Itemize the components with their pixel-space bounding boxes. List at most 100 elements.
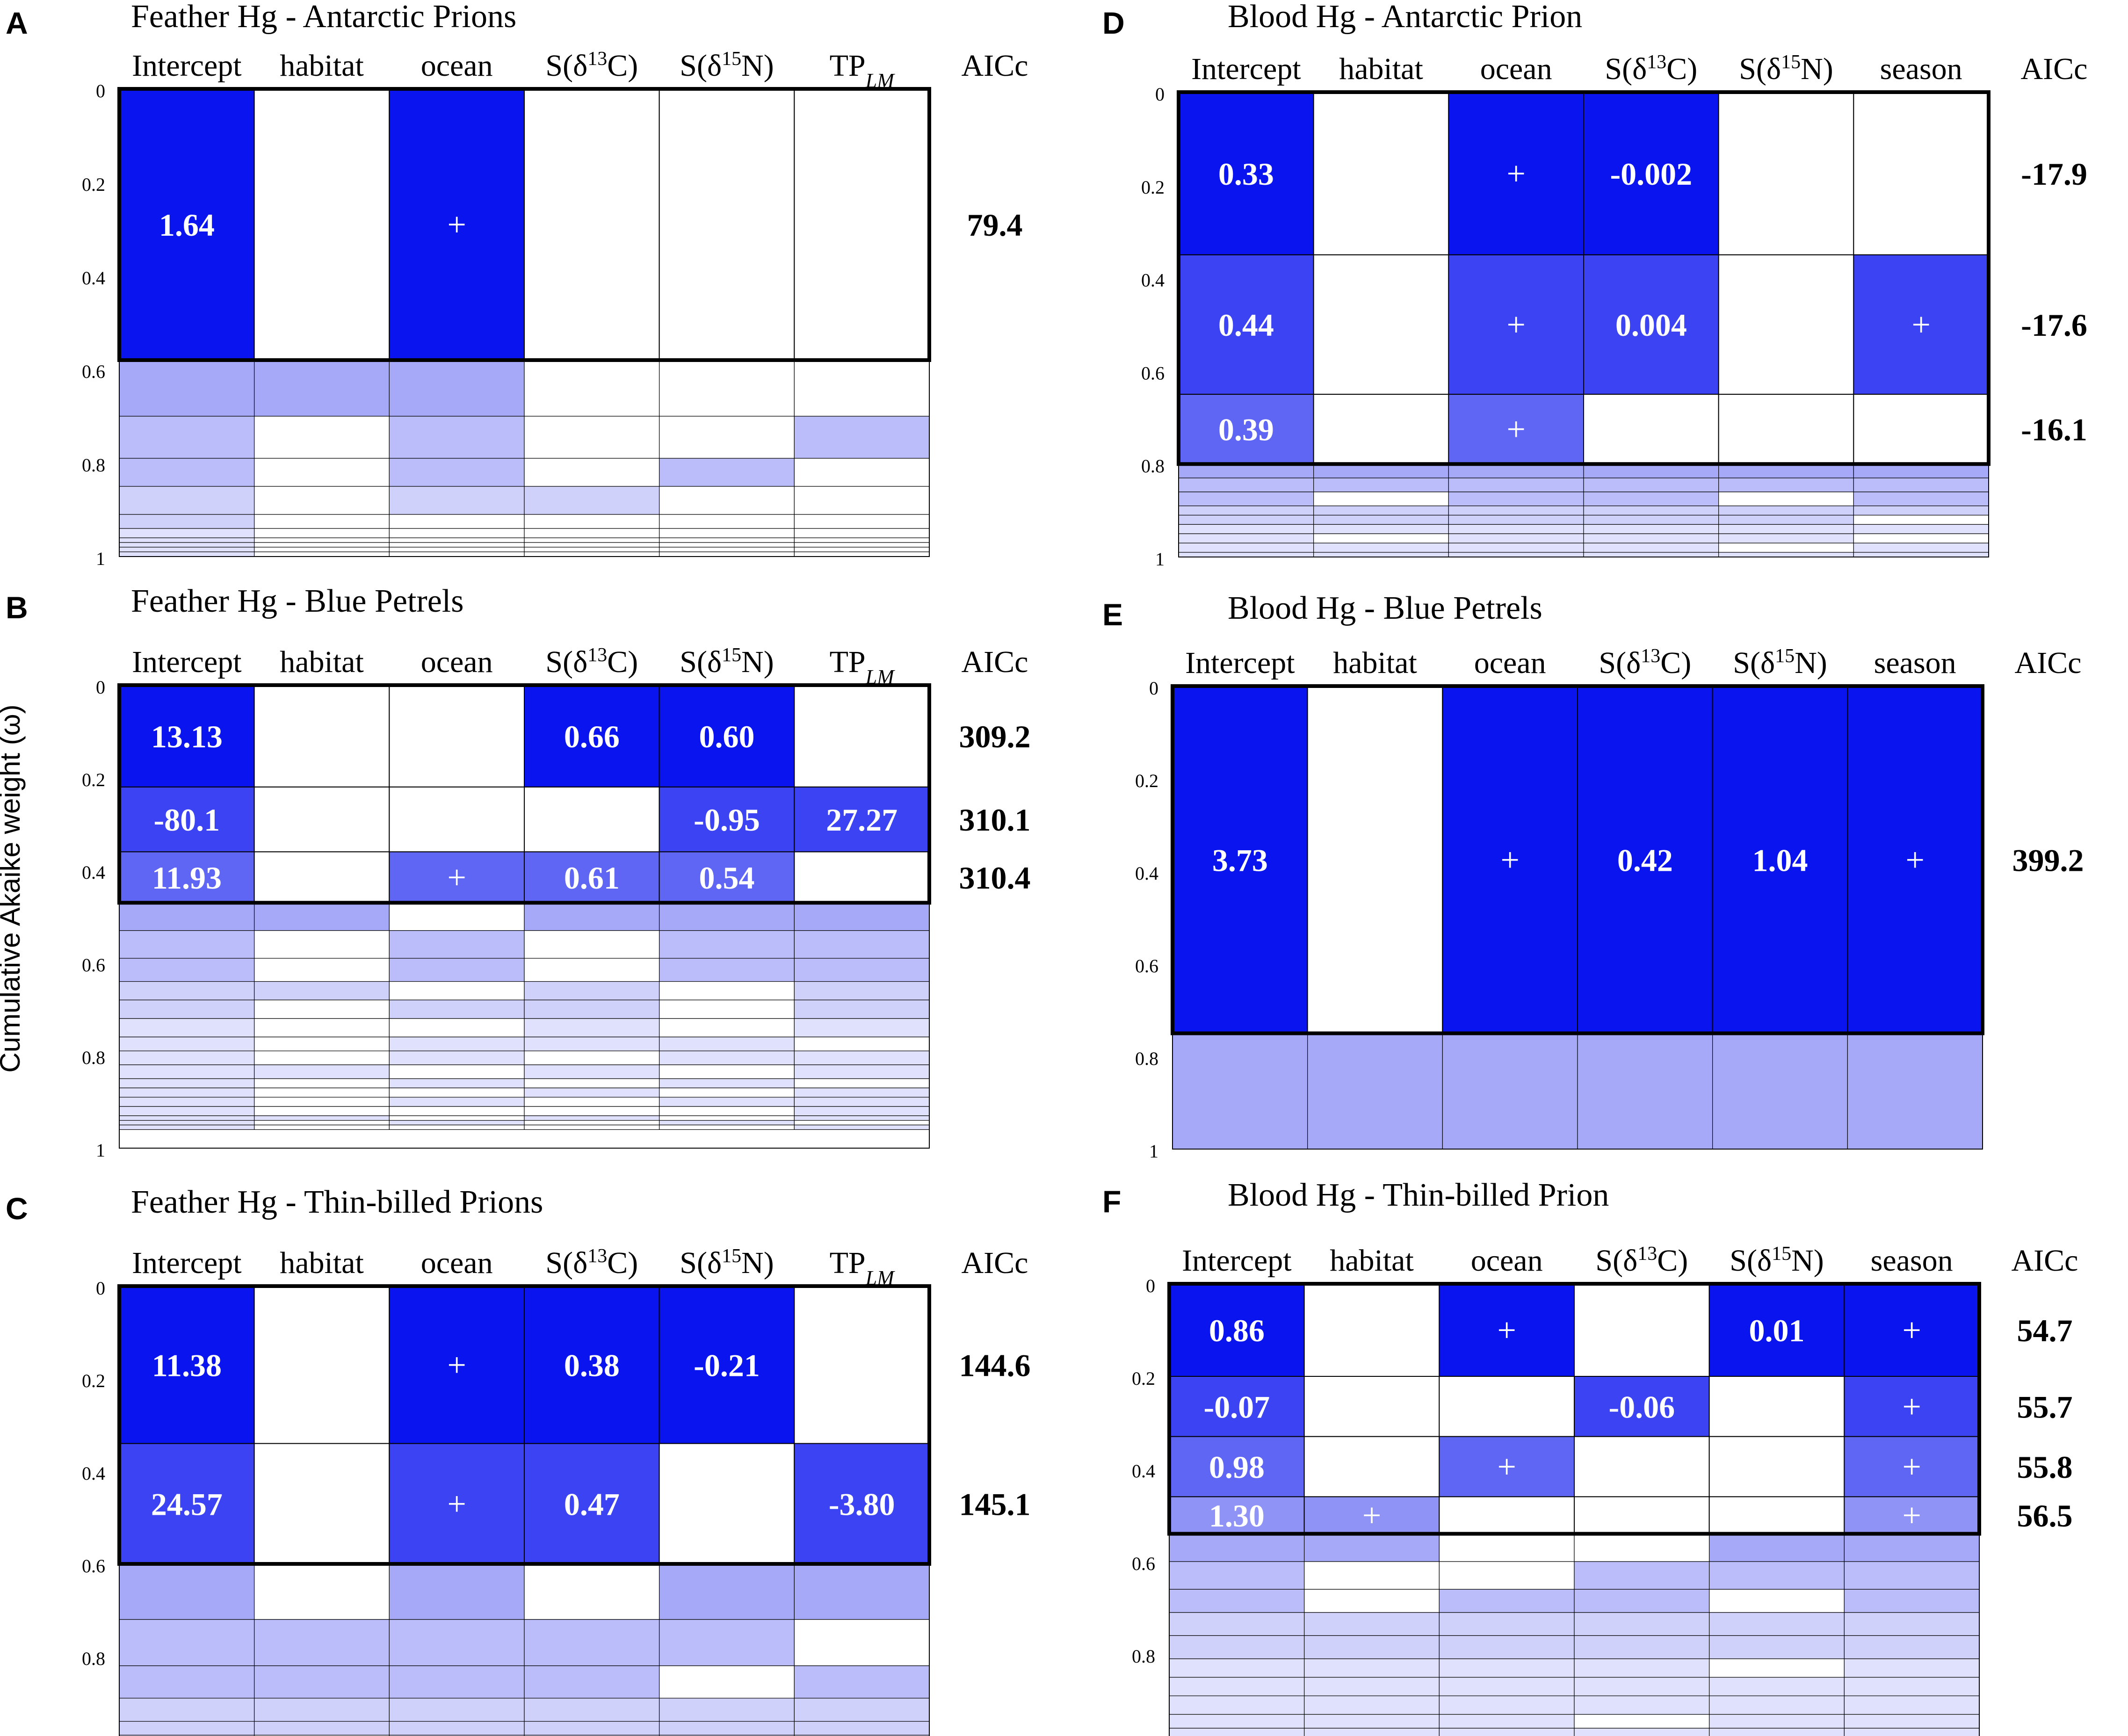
minor-model-cell (659, 1115, 795, 1121)
minor-model-cell (119, 1124, 255, 1130)
minor-model-cell (1313, 463, 1449, 478)
minor-model-cell (524, 1698, 660, 1722)
minor-model-cell (1448, 514, 1584, 525)
minor-model-cell (794, 1563, 930, 1620)
y-tick-label: 1 (96, 1140, 105, 1161)
minor-model-cell (1304, 1635, 1440, 1659)
minor-model-cell (794, 902, 930, 931)
minor-model-cell (254, 1064, 390, 1079)
factor-included-mark: + (1500, 841, 1520, 878)
panel-letter: C (6, 1191, 28, 1226)
panel-title: Blood Hg - Thin-billed Prion (1228, 1177, 1609, 1213)
minor-model-cell (1439, 1695, 1575, 1715)
panel-title: Blood Hg - Blue Petrels (1228, 590, 1542, 626)
minor-model-cell (1853, 524, 1989, 534)
model-empty-cell (794, 685, 930, 788)
minor-model-cell (254, 1665, 390, 1699)
minor-model-cell (119, 537, 255, 543)
confidence-set-frame (1177, 90, 1990, 466)
minor-model-cell (1583, 552, 1719, 557)
minor-model-cell (1574, 1533, 1710, 1562)
minor-model-cell (794, 1721, 930, 1736)
minor-model-cell (794, 1735, 930, 1736)
coefficient-label: -0.21 (694, 1347, 760, 1383)
minor-model-cell (254, 1106, 390, 1116)
y-tick-label: 0.6 (82, 955, 105, 976)
minor-model-cell (119, 542, 255, 548)
minor-model-cell (389, 528, 525, 538)
minor-model-cell (1574, 1728, 1710, 1736)
model-term-cell (389, 1443, 525, 1565)
minor-model-cell (119, 1665, 255, 1699)
minor-model-cell (1448, 492, 1584, 506)
model-empty-cell (1708, 1376, 1845, 1437)
model-empty-cell (253, 1443, 390, 1565)
coefficient-label: 1.64 (159, 207, 215, 243)
minor-model-cell (1718, 477, 1854, 492)
minor-model-cell (119, 1698, 255, 1722)
minor-model-cell (254, 458, 390, 487)
minor-model-cell (794, 930, 930, 959)
minor-model-cell (389, 360, 525, 417)
minor-model-cell (1169, 1728, 1305, 1736)
minor-model-cell (524, 1087, 660, 1098)
model-term-cell (1847, 686, 1983, 1034)
minor-model-cell (1853, 552, 1989, 557)
minor-model-cell (1439, 1635, 1575, 1659)
minor-model-cell (1709, 1677, 1845, 1696)
minor-model-cell (1169, 1561, 1305, 1590)
panel-letter: B (6, 590, 28, 625)
minor-model-cell (1304, 1658, 1440, 1678)
model-empty-cell (253, 786, 390, 853)
minor-model-cell (1853, 463, 1989, 478)
minor-model-cell (794, 1619, 930, 1666)
minor-model-cell (1574, 1714, 1710, 1729)
minor-model-cell (389, 458, 525, 487)
minor-model-cell (1448, 533, 1584, 543)
model-term-cell (1178, 394, 1314, 465)
y-tick-label: 0 (96, 677, 105, 698)
minor-model-cell (1847, 1033, 1983, 1150)
model-term-cell (1844, 1436, 1980, 1497)
minor-model-cell (1169, 1612, 1305, 1636)
minor-model-cell (1439, 1561, 1575, 1590)
model-term-cell (1712, 686, 1848, 1034)
confidence-set-frame (117, 1284, 931, 1566)
y-tick-label: 1 (1149, 1141, 1158, 1162)
minor-model-cell (119, 1018, 255, 1038)
minor-model-cell (1844, 1714, 1980, 1729)
minor-model-cell (389, 416, 525, 459)
minor-model-cell (1313, 542, 1449, 553)
minor-model-cell (659, 1078, 795, 1088)
panel-letter: E (1102, 597, 1123, 632)
model-term-cell (794, 1443, 930, 1565)
minor-model-cell (1448, 506, 1584, 516)
minor-model-cell (659, 1036, 795, 1051)
minor-model-cell (659, 1064, 795, 1079)
y-tick-label: 0.4 (1135, 863, 1158, 884)
minor-model-cell (1304, 1561, 1440, 1590)
minor-model-cell (119, 1097, 255, 1107)
aicc-value: 309.2 (959, 719, 1031, 754)
minor-model-cell (794, 1665, 930, 1699)
aicc-value: -17.9 (2021, 156, 2087, 192)
confidence-set-frame (1171, 684, 1984, 1035)
minor-model-cell (254, 1124, 390, 1130)
minor-model-cell (794, 528, 930, 538)
minor-model-cell (1718, 524, 1854, 534)
minor-model-cell (389, 537, 525, 543)
y-tick-label: 0.2 (1141, 177, 1165, 198)
panel-title: Feather Hg - Blue Petrels (131, 583, 463, 619)
aicc-value: 56.5 (2017, 1498, 2073, 1533)
minor-model-cell (1718, 514, 1854, 525)
model-empty-cell (253, 851, 390, 904)
minor-model-cell (524, 486, 660, 515)
minor-model-cell (524, 958, 660, 982)
minor-model-cell (254, 547, 390, 552)
aicc-header: AICc (2021, 52, 2088, 86)
minor-model-cell (1439, 1677, 1575, 1696)
model-term-cell (524, 1286, 660, 1444)
minor-model-cell (254, 1120, 390, 1126)
minor-model-cell (794, 1106, 930, 1116)
column-header: S(δ13C) (545, 644, 638, 679)
